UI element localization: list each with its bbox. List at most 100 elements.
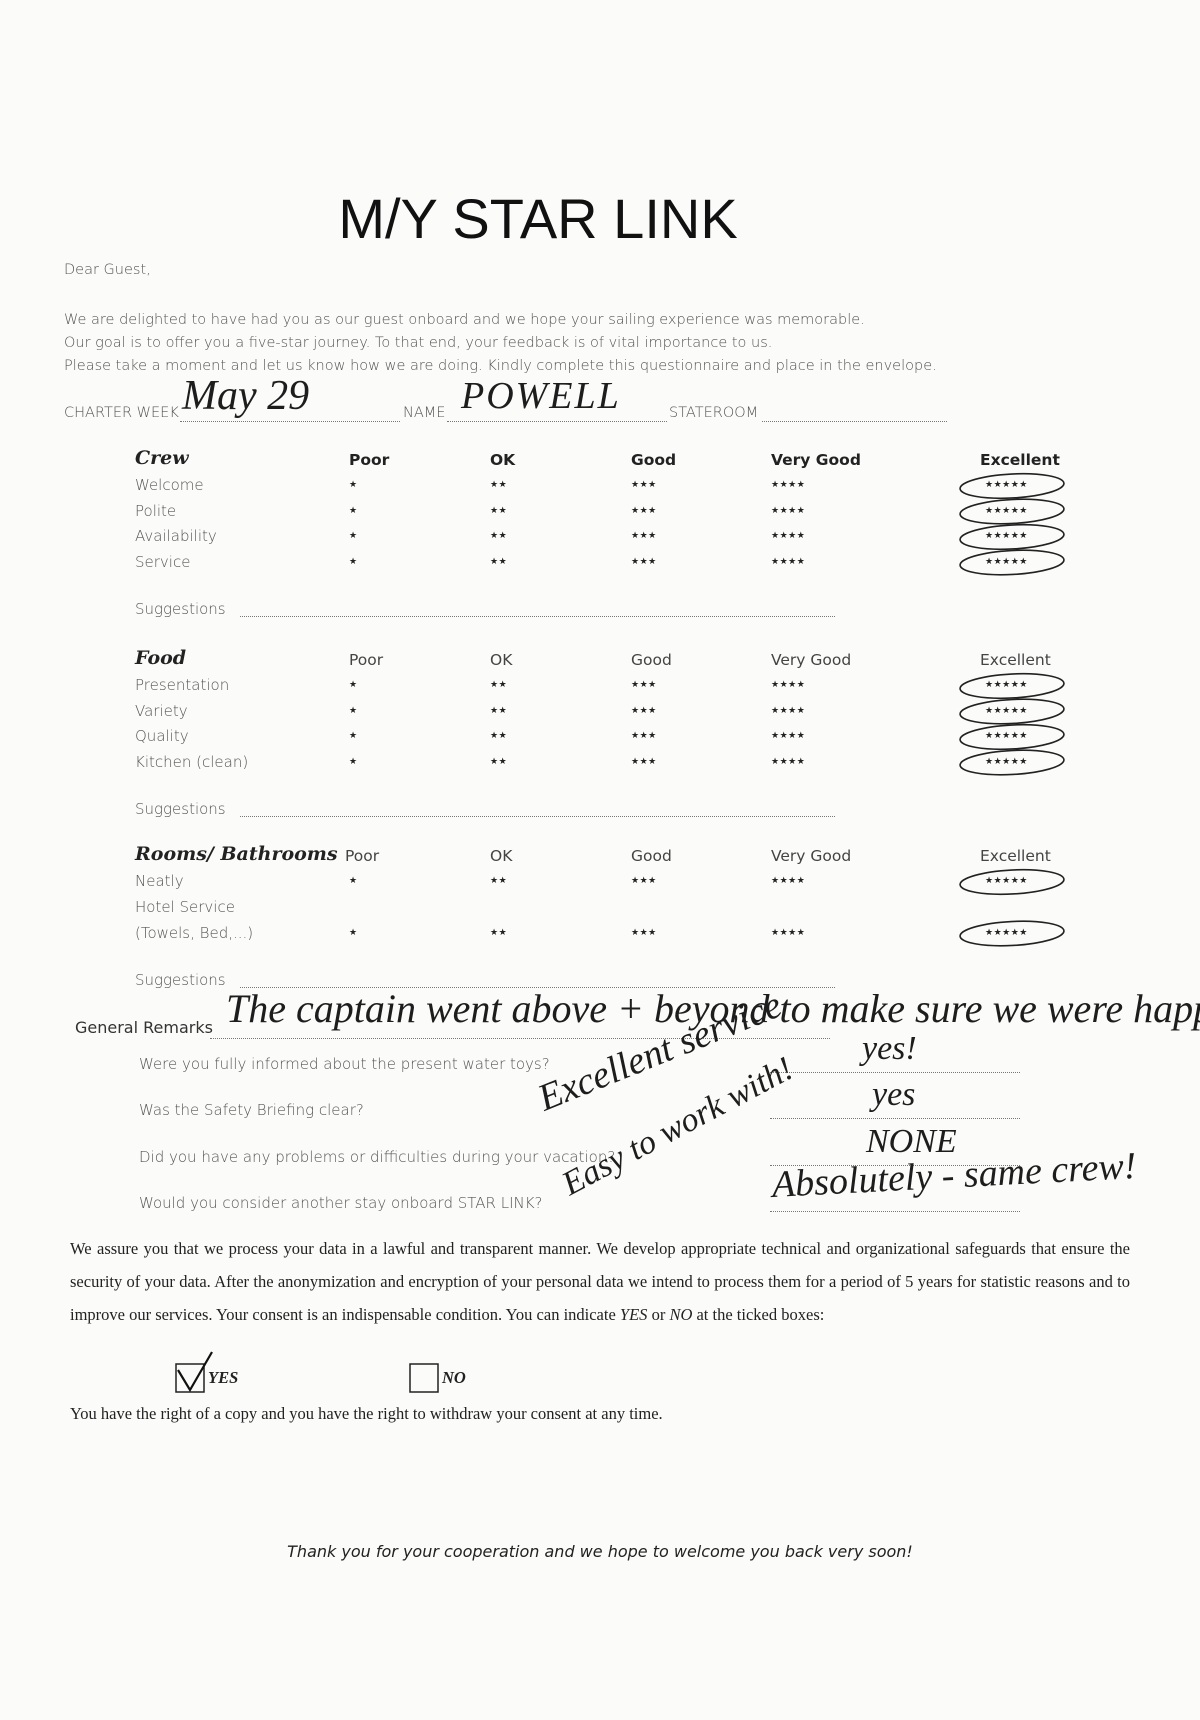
- rating-stars: ★★★★: [771, 756, 806, 767]
- selection-circle: [959, 698, 1065, 725]
- rating-header: Good: [631, 451, 677, 469]
- item-label: Welcome: [135, 476, 204, 494]
- checkbox: [175, 1363, 205, 1393]
- selection-circle: [959, 868, 1065, 896]
- question: Would you consider another stay onboard …: [139, 1194, 543, 1212]
- rating-stars: ★★: [490, 731, 508, 741]
- rating-header: Very Good: [771, 847, 852, 865]
- rating-stars: ★: [349, 531, 358, 541]
- rating-stars: ★★: [490, 680, 508, 690]
- dotted-line: [447, 421, 667, 422]
- rating-stars: ★★★★: [771, 480, 806, 490]
- rating-stars: ★★★: [631, 731, 657, 741]
- rating-header: OK: [490, 651, 513, 669]
- rating-header: Excellent: [980, 651, 1051, 669]
- rating-stars: ★★★★: [771, 876, 806, 886]
- charter-stateroom-label: STATEROOM: [669, 405, 759, 421]
- rating-stars: ★★★★★: [985, 705, 1028, 716]
- dotted-line: [240, 616, 835, 617]
- rating-header: Very Good: [771, 651, 852, 669]
- question: Was the Safety Briefing clear?: [139, 1101, 364, 1119]
- rating-header: Poor: [349, 451, 390, 469]
- rating-stars: ★: [349, 876, 358, 886]
- rating-stars: ★★: [490, 556, 508, 567]
- consent-paragraph: We assure you that we process your data …: [70, 1232, 1130, 1331]
- rating-stars: ★: [349, 731, 358, 741]
- title: M/Y STAR LINK: [338, 187, 738, 250]
- selection-circle: [959, 672, 1065, 700]
- rating-stars: ★★: [490, 756, 508, 767]
- item-label: Kitchen (clean): [135, 752, 249, 771]
- section-title: Crew: [135, 447, 189, 469]
- dotted-line: [240, 987, 835, 988]
- rating-stars: ★: [349, 480, 358, 490]
- rating-header: Excellent: [980, 847, 1051, 865]
- rating-stars: ★: [349, 505, 358, 516]
- checkbox-label: NO: [442, 1368, 466, 1387]
- selection-circle: [959, 749, 1065, 776]
- rating-stars: ★★★: [631, 876, 657, 886]
- dotted-line: [770, 1118, 1020, 1119]
- rating-header: Poor: [349, 651, 384, 669]
- rating-stars: ★★★: [631, 556, 657, 567]
- selection-circle: [959, 472, 1065, 500]
- consent-rights: You have the right of a copy and you hav…: [70, 1404, 663, 1423]
- question: Were you fully informed about the presen…: [139, 1055, 550, 1073]
- rating-stars: ★★★: [631, 505, 657, 516]
- item-label: Hotel Service: [135, 897, 235, 916]
- selection-circle: [959, 523, 1065, 551]
- rating-stars: ★★★: [631, 756, 657, 767]
- rating-stars: ★★★: [631, 927, 657, 938]
- rating-stars: ★: [349, 556, 358, 567]
- rating-stars: ★: [349, 680, 358, 690]
- rating-header: OK: [490, 847, 513, 865]
- rating-header: Poor: [345, 847, 380, 865]
- rating-stars: ★★★: [631, 531, 657, 541]
- rating-stars: ★★: [490, 531, 508, 541]
- dotted-line: [180, 421, 400, 422]
- dotted-line: [770, 1211, 1020, 1212]
- dotted-line: [240, 816, 835, 817]
- rating-stars: ★★★★: [771, 556, 806, 567]
- charter-week-label: CHARTER WEEK: [64, 405, 179, 421]
- rating-stars: ★: [349, 927, 358, 938]
- rating-stars: ★★★★★: [985, 556, 1028, 567]
- rating-stars: ★★: [490, 927, 508, 938]
- rating-stars: ★★★★★: [985, 731, 1028, 741]
- rating-stars: ★★: [490, 876, 508, 886]
- intro-line: We are delighted to have had you as our …: [64, 312, 865, 328]
- selection-circle: [959, 549, 1065, 576]
- question: Did you have any problems or difficultie…: [139, 1148, 616, 1166]
- rating-stars: ★★★★★: [985, 927, 1028, 938]
- rating-stars: ★★★★: [771, 927, 806, 938]
- dotted-line: [770, 1165, 1020, 1166]
- check-mark: [177, 1351, 213, 1393]
- general-remarks-label: General Remarks: [75, 1018, 213, 1037]
- question-answer: yes!: [862, 1030, 917, 1067]
- rating-stars: ★★★★★: [985, 756, 1028, 767]
- item-label: Neatly: [135, 872, 184, 890]
- selection-circle: [959, 920, 1065, 947]
- checkbox: [409, 1363, 439, 1393]
- rating-stars: ★★★: [631, 480, 657, 490]
- question-answer: yes: [872, 1076, 916, 1113]
- charter-week-value: May 29: [182, 373, 310, 419]
- item-label: Availability: [135, 527, 217, 545]
- suggestions-label: Suggestions: [135, 800, 226, 818]
- dotted-line: [210, 1038, 830, 1039]
- rating-stars: ★★★★★: [985, 531, 1028, 541]
- rating-header: Excellent: [980, 451, 1060, 469]
- charter-name-value: POWELL: [461, 375, 621, 417]
- consent-yes-word: YES: [619, 1305, 648, 1324]
- rating-stars: ★★★★★: [985, 876, 1028, 886]
- section-title: Food: [135, 647, 187, 669]
- suggestions-label: Suggestions: [135, 971, 226, 989]
- rating-stars: ★★★★: [771, 505, 806, 516]
- rating-stars: ★★★: [631, 680, 657, 690]
- intro-line: Our goal is to offer you a five-star jou…: [64, 335, 773, 351]
- rating-stars: ★★: [490, 705, 508, 716]
- selection-circle: [959, 723, 1065, 751]
- footer: Thank you for your cooperation and we ho…: [287, 1542, 913, 1561]
